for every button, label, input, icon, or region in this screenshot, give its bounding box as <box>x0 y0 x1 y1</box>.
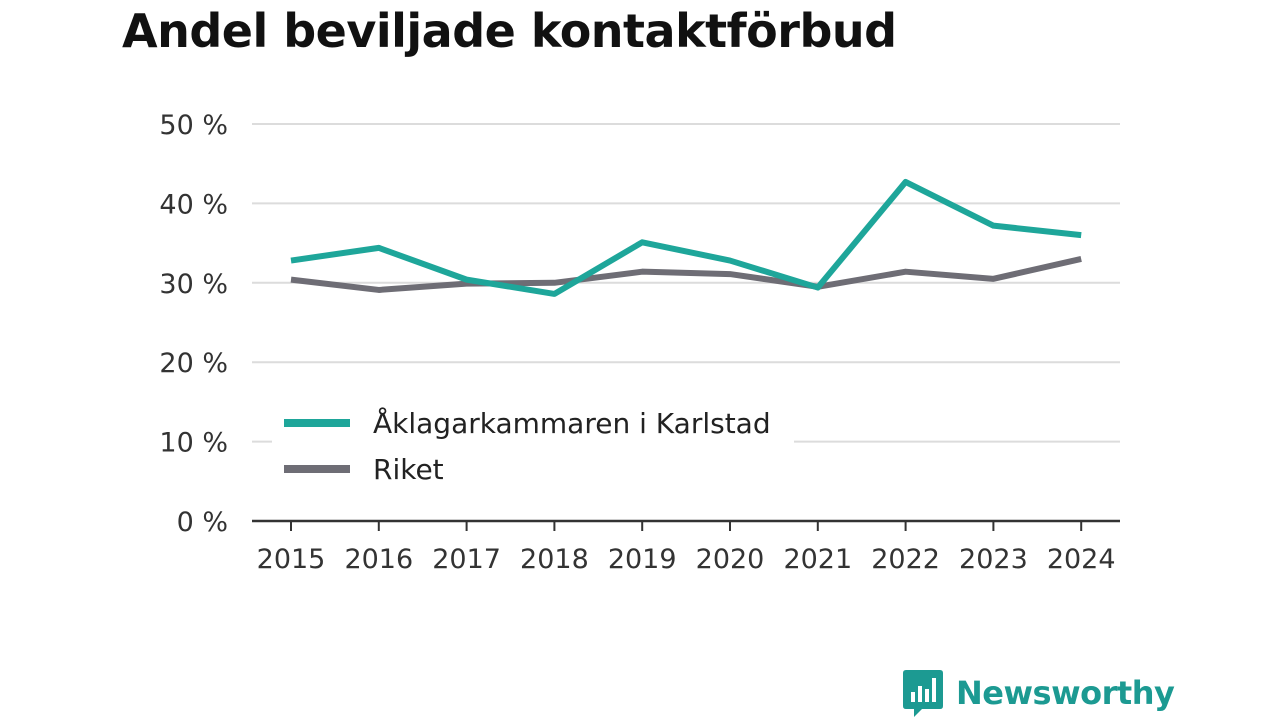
brand-name: Newsworthy <box>956 674 1175 712</box>
legend: Åklagarkammaren i Karlstad Riket <box>272 400 794 494</box>
y-tick-label: 20 % <box>159 348 228 379</box>
legend-background <box>272 400 794 494</box>
series-lines <box>290 178 1082 297</box>
x-tick-label: 2021 <box>783 544 852 575</box>
y-tick-label: 0 % <box>177 507 228 538</box>
x-tick-label: 2017 <box>432 544 501 575</box>
series-line-karlstad <box>290 178 1082 297</box>
series-line-riket <box>290 256 1082 293</box>
legend-label: Åklagarkammaren i Karlstad <box>373 406 771 440</box>
x-tick-label: 2020 <box>696 544 765 575</box>
x-tick-label: 2023 <box>959 544 1028 575</box>
gridlines <box>252 123 1120 443</box>
x-tick-label: 2015 <box>257 544 326 575</box>
y-tick-label: 10 % <box>159 428 228 459</box>
y-tick-label: 50 % <box>159 110 228 141</box>
x-tick-label: 2019 <box>608 544 677 575</box>
x-tick-label: 2018 <box>520 544 589 575</box>
y-tick-label: 30 % <box>159 269 228 300</box>
x-tick-label: 2016 <box>344 544 413 575</box>
newsworthy-logo-icon <box>903 670 943 717</box>
legend-label: Riket <box>373 453 444 486</box>
y-tick-label: 40 % <box>159 189 228 220</box>
x-axis: 2015 2016 2017 2018 2019 2020 2021 2022 2023 2024 <box>252 519 1120 575</box>
chart-title: Andel beviljade kontaktförbud <box>122 4 897 58</box>
x-tick-label: 2024 <box>1047 544 1116 575</box>
x-tick-label: 2022 <box>871 544 940 575</box>
y-axis-tick-labels: 0 % 10 % 20 % 30 % 40 % 50 % <box>159 110 228 538</box>
newsworthy-brand: Newsworthy <box>902 668 1175 718</box>
